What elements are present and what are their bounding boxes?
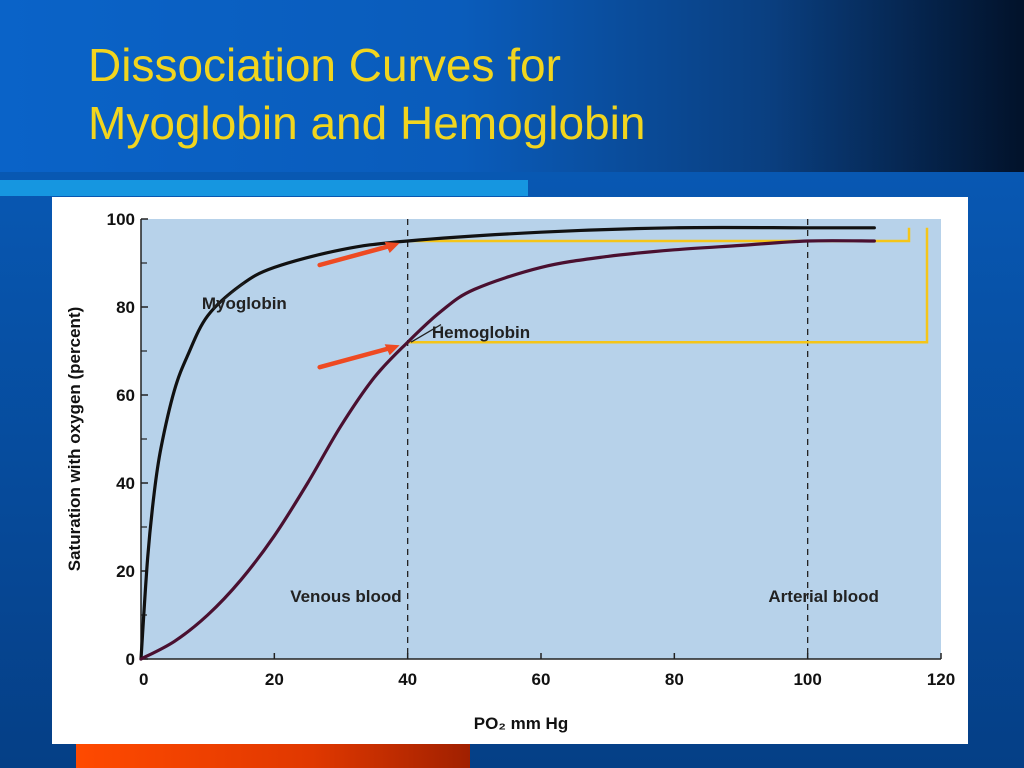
- x-tick-label: 60: [532, 670, 551, 689]
- x-tick-label: 0: [139, 670, 148, 689]
- hemoglobin-leader-line: [410, 324, 442, 343]
- title-line-2: Myoglobin and Hemoglobin: [88, 97, 646, 149]
- y-tick-label: 100: [107, 210, 135, 229]
- dissociation-chart: 0 20 40 60 80 100 0 20 40 60 80 100 120 PO₂ mm Hg Satu…: [65, 210, 955, 733]
- pointer-arrow-shaft: [317, 345, 394, 370]
- x-tick-label: 40: [398, 670, 417, 689]
- x-tick-label: 80: [665, 670, 684, 689]
- x-axis-title: PO₂ mm Hg: [474, 714, 568, 733]
- pointer-arrow-head: [384, 344, 400, 356]
- y-axis-title: Saturation with oxygen (percent): [65, 307, 84, 571]
- highlight-box: [407, 227, 911, 243]
- y-tick-label: 80: [116, 298, 135, 317]
- reference-label: Venous blood: [290, 587, 401, 606]
- myoglobin-label: Myoglobin: [202, 294, 287, 313]
- y-tick-label: 20: [116, 562, 135, 581]
- x-tick-label: 120: [927, 670, 955, 689]
- y-tick-label: 40: [116, 474, 135, 493]
- series-line-myoglobin: [139, 225, 876, 661]
- pointer-arrow-head: [384, 242, 400, 253]
- x-tick-label: 20: [265, 670, 284, 689]
- title-band: [0, 0, 1024, 172]
- slide-title: Dissociation Curves for Myoglobin and He…: [88, 36, 968, 152]
- highlight-box: [407, 227, 929, 344]
- hemoglobin-label: Hemoglobin: [432, 323, 530, 342]
- y-tick-label: 0: [126, 650, 135, 669]
- reference-label: Arterial blood: [768, 587, 879, 606]
- pointer-arrow-shaft: [317, 243, 394, 268]
- title-underline-bar: [0, 180, 528, 196]
- chart-card: 0 20 40 60 80 100 0 20 40 60 80 100 120 PO₂ mm Hg Satu…: [52, 197, 968, 744]
- bottom-accent-bar: [76, 744, 470, 768]
- series-line-hemoglobin: [139, 239, 876, 661]
- myoglobin-leader-line: [213, 282, 245, 308]
- y-tick-label: 60: [116, 386, 135, 405]
- x-tick-label: 100: [793, 670, 821, 689]
- title-line-1: Dissociation Curves for: [88, 39, 561, 91]
